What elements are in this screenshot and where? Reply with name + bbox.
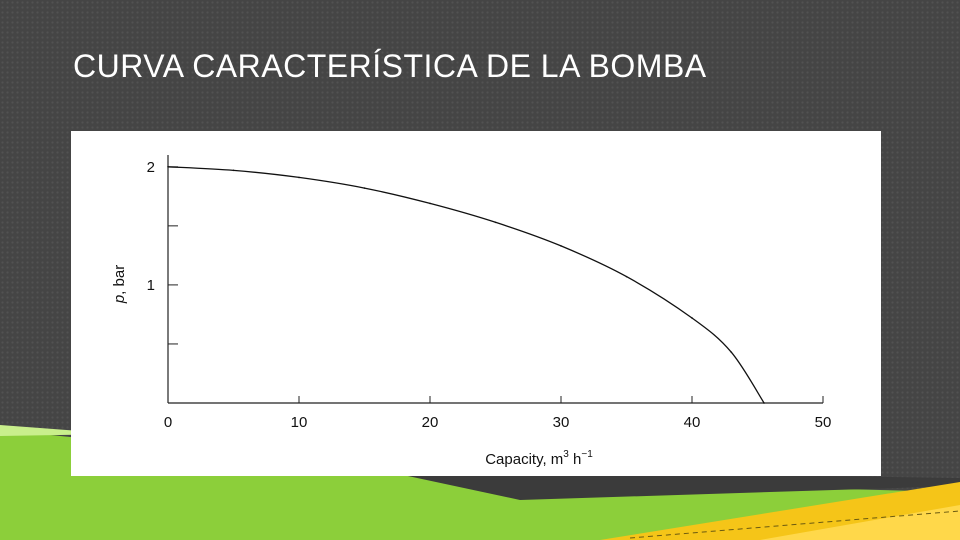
curve-point	[494, 221, 497, 224]
y-tick-label: 2	[147, 159, 155, 176]
curve-point	[625, 275, 628, 278]
curve-point	[429, 202, 431, 205]
x-tick-label: 40	[684, 414, 701, 431]
curve-point	[560, 245, 562, 247]
curve-point	[167, 166, 169, 168]
dark-band-shape	[380, 470, 960, 500]
x-tick-label: 30	[553, 414, 570, 431]
curve-point	[232, 169, 235, 172]
curve-point	[298, 176, 300, 179]
yellow-light-shape	[760, 505, 960, 540]
pump-curve-line	[167, 166, 765, 404]
curve-point	[363, 187, 366, 189]
x-axis-title: Capacity, m3 h−1	[485, 449, 593, 468]
dashed-accent-line	[629, 510, 960, 539]
x-tick-label: 0	[164, 414, 172, 431]
x-tick-label: 50	[815, 414, 832, 431]
x-tick-label: 20	[422, 414, 439, 431]
curve-point	[691, 317, 693, 319]
y-axis-title: p, bar	[111, 265, 128, 304]
y-tick-label: 1	[147, 277, 155, 294]
curve-point	[730, 351, 733, 354]
curve-point	[763, 402, 765, 404]
chart-marks	[167, 166, 765, 404]
pump-curve-chart: 0 10 20 30 40 50 1 2 Capacity, m3 h−1 p, bar	[111, 155, 832, 468]
slide-title: CURVA CARACTERÍSTICA DE LA BOMBA	[73, 48, 707, 84]
axes: 0 10 20 30 40 50 1 2	[147, 155, 832, 431]
x-tick-label: 10	[291, 414, 308, 431]
chart-panel: 0 10 20 30 40 50 1 2 Capacity, m3 h−1 p, bar	[71, 131, 881, 476]
